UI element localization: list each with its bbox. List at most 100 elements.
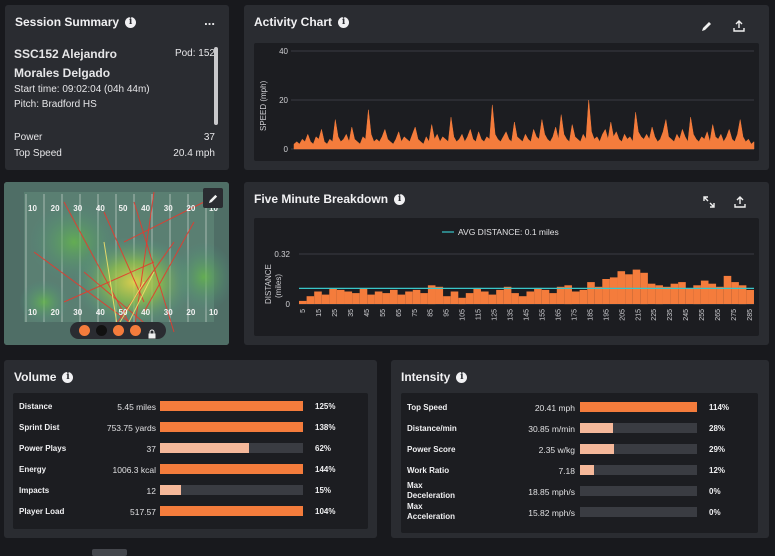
yard-label: 30 [73, 308, 83, 317]
metric-bar-fill [580, 444, 614, 454]
distance-bar[interactable] [314, 291, 322, 305]
x-tick-label: 145 [524, 309, 531, 321]
distance-bar[interactable] [746, 289, 754, 304]
distance-bar[interactable] [518, 296, 527, 304]
metric-label-line: Power Plays [19, 444, 67, 453]
metric-bar-fill [160, 422, 303, 432]
distance-bar[interactable] [405, 291, 413, 305]
export-chart-button[interactable] [731, 18, 747, 34]
distance-bar[interactable] [587, 282, 595, 304]
distance-bar[interactable] [481, 291, 489, 305]
distance-bar[interactable] [450, 291, 459, 305]
distance-bar[interactable] [465, 293, 474, 304]
distance-bar[interactable] [397, 294, 406, 304]
distance-bar[interactable] [678, 282, 686, 304]
distance-bar[interactable] [382, 293, 390, 304]
distance-bar[interactable] [738, 285, 747, 305]
distance-bar[interactable] [390, 289, 398, 304]
upload-icon [734, 196, 746, 208]
distance-bar[interactable] [321, 294, 330, 304]
info-icon[interactable]: i [456, 371, 468, 383]
distance-bar[interactable] [367, 294, 375, 304]
x-tick-label: 165 [555, 309, 562, 321]
distance-bar[interactable] [602, 279, 610, 304]
distance-bar[interactable] [420, 293, 428, 304]
speed-area-series [293, 99, 755, 150]
info-icon[interactable]: i [125, 16, 137, 28]
distance-bar[interactable] [625, 274, 633, 304]
distance-bar[interactable] [412, 289, 421, 304]
info-icon[interactable]: i [394, 193, 406, 205]
distance-bar[interactable] [579, 289, 588, 304]
distance-bar[interactable] [617, 271, 626, 304]
distance-bar[interactable] [306, 296, 315, 304]
x-tick-label: 155 [540, 309, 547, 321]
distance-bar[interactable] [374, 291, 383, 305]
info-icon[interactable]: i [62, 371, 74, 383]
distance-bar[interactable] [700, 280, 709, 304]
distance-bar[interactable] [541, 289, 550, 304]
y-tick-label: 40 [279, 47, 288, 56]
distance-bar[interactable] [496, 289, 504, 304]
distance-bar[interactable] [549, 293, 557, 304]
lock-icon[interactable] [147, 326, 157, 338]
distance-bar[interactable] [488, 294, 497, 304]
distance-bar[interactable] [526, 291, 535, 305]
athlete-name-line1: SSC152 Alejandro [14, 47, 117, 61]
distance-bar[interactable] [723, 275, 732, 304]
distance-bar[interactable] [427, 285, 436, 305]
yard-label: 40 [141, 308, 151, 317]
metric-label-line: Sprint Dist [19, 423, 60, 432]
x-tick-label: 245 [683, 309, 690, 321]
distance-bar[interactable] [435, 286, 444, 304]
distance-bar[interactable] [556, 286, 565, 304]
info-icon[interactable]: i [338, 16, 350, 28]
distance-bar[interactable] [731, 282, 739, 304]
x-tick-label: 105 [460, 309, 467, 321]
distance-bar[interactable] [670, 283, 679, 304]
distance-bar[interactable] [511, 293, 519, 304]
distance-bar[interactable] [647, 283, 656, 304]
distance-bar[interactable] [655, 285, 663, 305]
distance-bar[interactable] [594, 286, 603, 304]
distance-bar[interactable] [503, 286, 512, 304]
expand-button[interactable] [701, 194, 717, 210]
distance-bar[interactable] [443, 296, 451, 304]
yard-label: 10 [209, 204, 218, 213]
distance-bar[interactable] [336, 289, 345, 304]
metric-percent: 62% [315, 444, 332, 453]
distance-bar[interactable] [708, 283, 717, 304]
distance-bar[interactable] [344, 291, 353, 305]
summary-scrollbar[interactable] [214, 47, 218, 125]
distance-bar[interactable] [458, 297, 466, 305]
metric-row: Sprint Dist 753.75 yards 138% [13, 418, 368, 439]
metric-bar [160, 422, 303, 432]
page-scrollbar[interactable] [92, 549, 127, 556]
intensity-title-text: Intensity [401, 370, 451, 384]
distance-bar[interactable] [632, 269, 641, 304]
distance-bar[interactable] [716, 286, 724, 304]
layer-dot-orange[interactable] [113, 325, 124, 336]
distance-bar[interactable] [693, 285, 701, 305]
layer-dot-orange[interactable] [130, 325, 141, 336]
distance-bar[interactable] [534, 288, 542, 304]
distance-bar[interactable] [564, 285, 572, 305]
distance-bar[interactable] [299, 300, 307, 304]
distance-bar[interactable] [572, 291, 580, 305]
distance-bar[interactable] [359, 288, 368, 304]
edit-heatmap-button[interactable] [203, 188, 223, 208]
distance-bar[interactable] [329, 288, 337, 304]
edit-chart-button[interactable] [699, 18, 715, 34]
distance-bar[interactable] [473, 288, 481, 304]
session-menu-button[interactable]: ... [204, 13, 215, 28]
layer-dot-orange[interactable] [79, 325, 90, 336]
distance-bar[interactable] [663, 286, 671, 304]
x-tick-label: 125 [492, 309, 499, 321]
export-breakdown-button[interactable] [732, 194, 748, 210]
avg-distance-legend: AVG DISTANCE: 0.1 miles [458, 227, 559, 237]
distance-bar[interactable] [685, 288, 694, 304]
activity-chart-title: Activity Chart i [254, 15, 350, 29]
layer-dot-black[interactable] [96, 325, 107, 336]
distance-bar[interactable] [609, 277, 618, 304]
distance-bar[interactable] [352, 293, 360, 304]
